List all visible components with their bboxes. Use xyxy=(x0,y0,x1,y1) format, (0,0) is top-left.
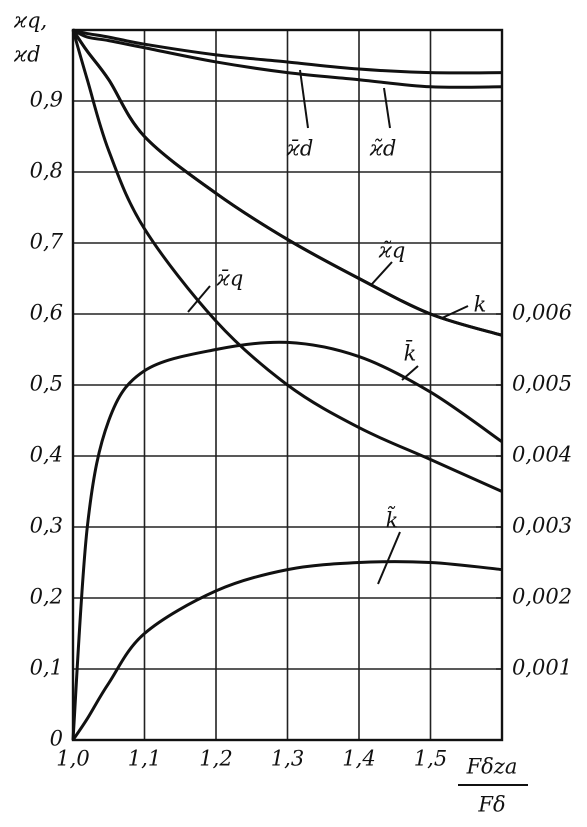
x-axis-label: Fδza xyxy=(466,755,518,779)
y-tick-label: 0,5 xyxy=(30,372,63,396)
y2-tick-label: 0,006 xyxy=(512,301,572,325)
y-tick-label: 0,9 xyxy=(30,88,63,112)
line xyxy=(71,29,503,337)
plot-frame xyxy=(71,28,504,742)
y-axis-label: ϰq, xyxy=(13,9,47,33)
leader-line xyxy=(401,365,419,381)
leader-line xyxy=(371,261,393,285)
y2-tick-label: 0,004 xyxy=(512,443,572,467)
y-tick-label: 0,7 xyxy=(30,230,64,254)
y-axis-label: ϰd xyxy=(13,43,41,67)
leader-line xyxy=(441,305,469,319)
x-tick-label: 1,1 xyxy=(128,747,161,771)
line xyxy=(71,29,503,493)
line xyxy=(72,28,503,75)
series-label: ϰ̃q xyxy=(378,239,406,263)
leader-line xyxy=(377,531,401,585)
y-tick-label: 0,1 xyxy=(30,656,63,680)
series-label: k̄ xyxy=(404,340,417,366)
leader-line xyxy=(299,69,309,129)
leader-line xyxy=(187,285,211,313)
x-tick-label: 1,3 xyxy=(271,747,304,771)
y2-tick-label: 0,002 xyxy=(512,585,572,609)
x-tick-label: 1,0 xyxy=(56,747,89,771)
y2-tick-label: 0,003 xyxy=(512,514,572,538)
line xyxy=(71,340,503,741)
series-label: ϰ̃d xyxy=(369,137,397,161)
y-tick-label: 0 xyxy=(50,727,63,751)
x-tick-label: 1,4 xyxy=(342,747,375,771)
y-tick-label: 0,2 xyxy=(30,585,63,609)
x-tick-label: 1,5 xyxy=(414,747,447,771)
y-tick-label: 0,6 xyxy=(30,301,63,325)
line xyxy=(72,28,503,89)
y2-tick-label: 0,001 xyxy=(512,656,572,680)
line xyxy=(71,560,503,741)
series-label: k xyxy=(474,293,487,317)
x-axis-label: Fδ xyxy=(477,793,505,817)
y-tick-label: 0,3 xyxy=(30,514,63,538)
leader-line xyxy=(383,87,391,129)
series-label: ϰ̄d xyxy=(286,137,314,161)
y2-tick-label: 0,005 xyxy=(512,372,572,396)
series-label: ϰ̄q xyxy=(216,267,244,291)
series-label: k̃ xyxy=(386,506,399,533)
x-tick-label: 1,2 xyxy=(199,747,232,771)
y-tick-label: 0,4 xyxy=(30,443,63,467)
y-tick-label: 0,8 xyxy=(30,159,63,183)
